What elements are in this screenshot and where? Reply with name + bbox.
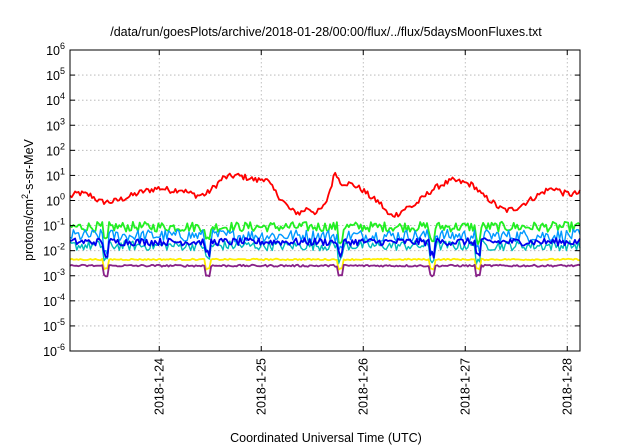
x-axis: 2018-1-24 2018-1-25 2018-1-26 2018-1-27 2018… bbox=[152, 50, 574, 415]
y-tick-label: 10-3 bbox=[43, 267, 65, 284]
chart-title: /data/run/goesPlots/archive/2018-01-28/0… bbox=[110, 25, 542, 39]
y-tick-label: 106 bbox=[46, 41, 65, 58]
series-line-2 bbox=[69, 220, 581, 246]
y-tick-label: 101 bbox=[46, 166, 65, 183]
x-tick-label: 2018-1-28 bbox=[560, 358, 574, 415]
y-tick-label: 10-2 bbox=[43, 242, 65, 259]
y-tick-label: 10-1 bbox=[43, 217, 65, 234]
series-line-1 bbox=[69, 171, 581, 218]
x-tick-label: 2018-1-25 bbox=[254, 358, 268, 415]
y-tick-label: 10-4 bbox=[43, 292, 65, 309]
y-axis-label-rest: -s-sr-MeV bbox=[22, 138, 36, 194]
grid bbox=[70, 50, 580, 351]
y-axis-label-sup: 2 bbox=[20, 194, 30, 199]
y-tick-label: 10-6 bbox=[43, 342, 65, 359]
x-tick-label: 2018-1-26 bbox=[356, 358, 370, 415]
y-axis: 106 105 104 103 102 101 100 10-1 10-2 10-3 10-4 10-… bbox=[43, 41, 580, 359]
series-line-4 bbox=[69, 240, 581, 265]
x-tick-label: 2018-1-24 bbox=[152, 358, 166, 415]
series-line-5 bbox=[69, 237, 581, 259]
y-tick-label: 102 bbox=[46, 141, 65, 158]
y-tick-label: 100 bbox=[46, 192, 65, 209]
x-tick-label: 2018-1-27 bbox=[458, 358, 472, 415]
y-tick-label: 104 bbox=[46, 91, 65, 108]
x-axis-label: Coordinated Universal Time (UTC) bbox=[230, 431, 422, 445]
y-axis-label: protons/cm2-s-sr-MeV bbox=[20, 138, 36, 260]
series-line-7 bbox=[69, 263, 581, 278]
series-line-6 bbox=[69, 257, 581, 271]
y-tick-label: 10-5 bbox=[43, 317, 65, 334]
y-tick-label: 105 bbox=[46, 66, 65, 83]
y-tick-label: 103 bbox=[46, 116, 65, 133]
series-group bbox=[69, 171, 581, 278]
y-axis-label-base: protons/cm bbox=[22, 199, 36, 261]
